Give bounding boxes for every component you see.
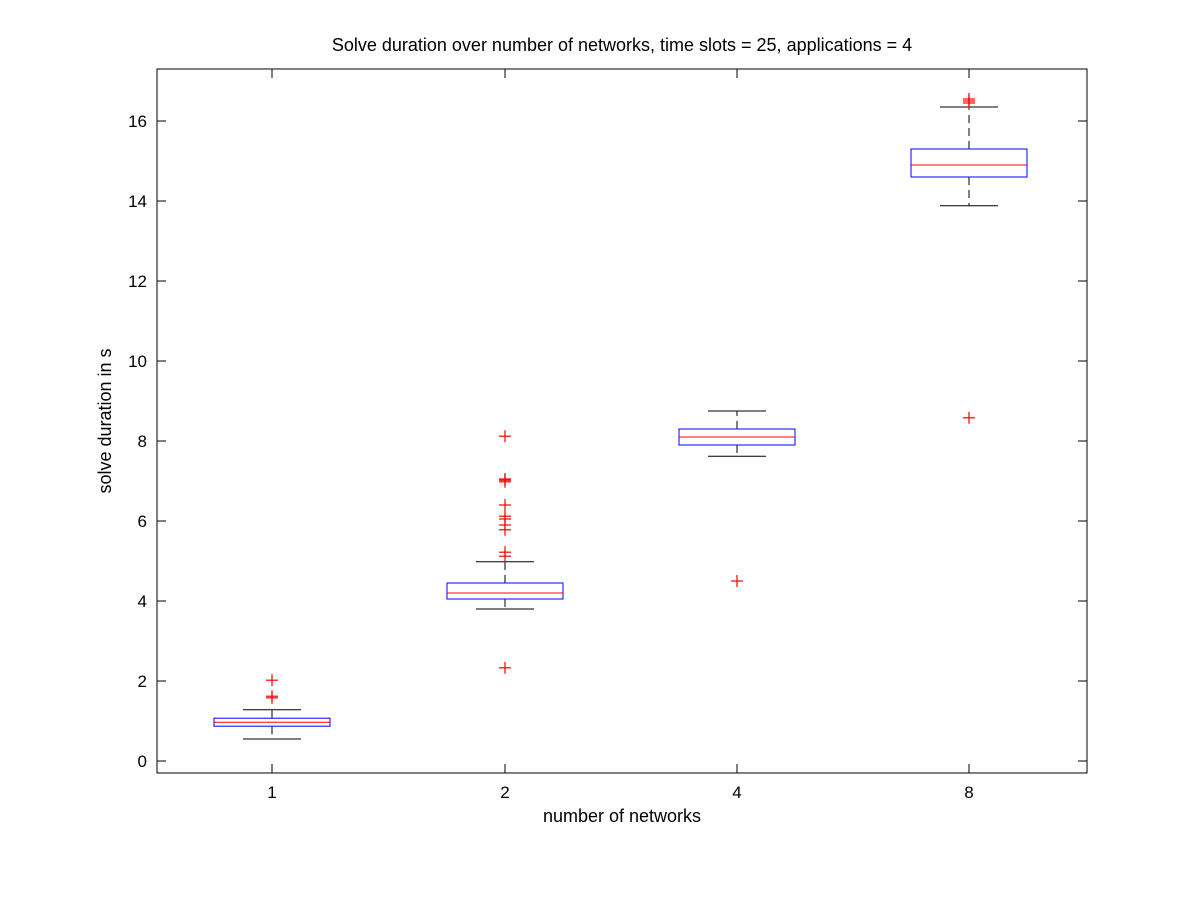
outlier-point (499, 661, 511, 674)
y-tick-label: 6 (138, 512, 147, 531)
outlier-point (499, 430, 511, 443)
y-tick-label: 8 (138, 432, 147, 451)
x-tick-label: 4 (732, 783, 741, 802)
chart-title: Solve duration over number of networks, … (332, 35, 912, 55)
outlier-point (731, 575, 743, 587)
y-tick-label: 4 (138, 592, 147, 611)
outlier-point (266, 690, 278, 703)
axis-ticks (157, 69, 1087, 773)
x-tick-label: 2 (500, 783, 509, 802)
outlier-point (963, 93, 975, 105)
outlier-point (266, 674, 278, 687)
y-tick-label: 0 (138, 752, 147, 771)
x-tick-label: 8 (964, 783, 973, 802)
outlier-point (499, 546, 511, 559)
box-group (678, 410, 796, 457)
y-tick-label: 2 (138, 672, 147, 691)
outlier-point (499, 510, 511, 523)
x-tick-label: 1 (267, 783, 276, 802)
y-axis-label: solve duration in s (95, 348, 115, 493)
outlier-point (499, 499, 511, 511)
box-group (446, 561, 564, 610)
outliers-layer (266, 93, 975, 704)
outlier-point (499, 473, 511, 485)
box-group (213, 709, 331, 740)
y-tick-labels: 0 2 4 6 8 10 12 14 16 (128, 112, 147, 771)
plot-area (156, 68, 1088, 774)
iqr-box (910, 148, 1028, 178)
x-axis-label: number of networks (543, 806, 701, 826)
y-tick-label: 16 (128, 112, 147, 131)
boxes-layer (213, 106, 1028, 740)
outlier-point (963, 411, 975, 424)
y-tick-label: 14 (128, 192, 147, 211)
y-tick-label: 12 (128, 272, 147, 291)
iqr-box (446, 582, 564, 600)
y-tick-label: 10 (128, 352, 147, 371)
x-tick-labels: 1 2 4 8 (267, 783, 973, 802)
